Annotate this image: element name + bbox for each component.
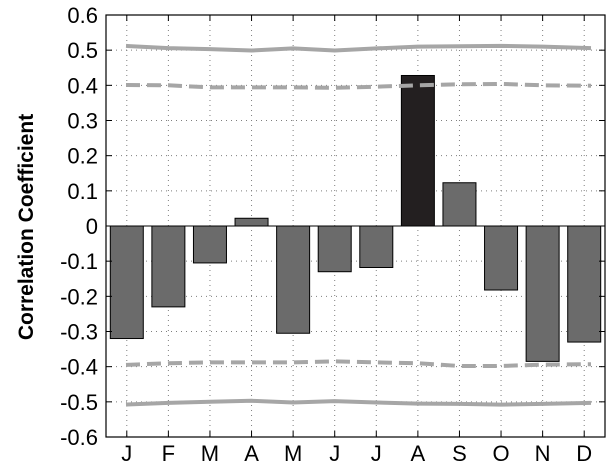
reference-lines	[125, 43, 592, 407]
bar	[192, 225, 227, 264]
bar	[484, 225, 519, 291]
x-tick-label: J	[371, 441, 382, 465]
bar	[151, 225, 186, 308]
solid-reference-line	[125, 398, 592, 407]
y-tick-label: 0.2	[67, 144, 98, 169]
x-tick-label: A	[244, 441, 259, 465]
x-tick-label: J	[121, 441, 132, 465]
x-tick-label: S	[452, 441, 467, 465]
y-tick-label: 0.3	[67, 109, 98, 134]
bar	[276, 225, 311, 334]
x-tick-label: J	[329, 441, 340, 465]
bar	[567, 225, 602, 343]
x-tick-label: D	[576, 441, 592, 465]
y-tick-labels: 0.6 0.5 0.4 0.3 0.2 0.1 0 -0.1 -0.2 -0.3 -0.4 -0.5 -…	[60, 3, 98, 450]
y-tick-label: -0.4	[60, 355, 98, 380]
y-tick-label: -0.5	[60, 390, 98, 415]
x-tick-label: M	[284, 441, 302, 465]
x-tick-label: O	[492, 441, 509, 465]
y-tick-label: 0	[86, 214, 98, 239]
bar	[317, 225, 352, 273]
x-tick-label: F	[162, 441, 175, 465]
y-tick-label: 0.5	[67, 38, 98, 63]
x-tick-label: A	[411, 441, 426, 465]
y-tick-label: 0.1	[67, 179, 98, 204]
y-tick-label: -0.1	[60, 249, 98, 274]
y-tick-label: -0.6	[60, 425, 98, 450]
dashed-reference-line	[125, 81, 592, 90]
bar-highlighted	[400, 74, 435, 227]
y-tick-label: 0.6	[67, 3, 98, 28]
bar	[109, 225, 144, 340]
y-axis-title: Correlation Coefficient	[15, 114, 38, 340]
y-tick-label: -0.3	[60, 320, 98, 345]
x-tick-label: M	[201, 441, 219, 465]
bar	[359, 225, 394, 268]
bars	[106, 74, 605, 362]
y-tick-label: 0.4	[67, 73, 98, 98]
x-tick-label: N	[535, 441, 551, 465]
dashed-reference-line	[125, 359, 592, 368]
axis-ticks	[106, 14, 605, 438]
bar	[442, 182, 477, 227]
y-tick-label: -0.2	[60, 284, 98, 309]
bar	[525, 225, 560, 362]
solid-reference-line	[125, 43, 592, 53]
bar	[234, 217, 269, 227]
